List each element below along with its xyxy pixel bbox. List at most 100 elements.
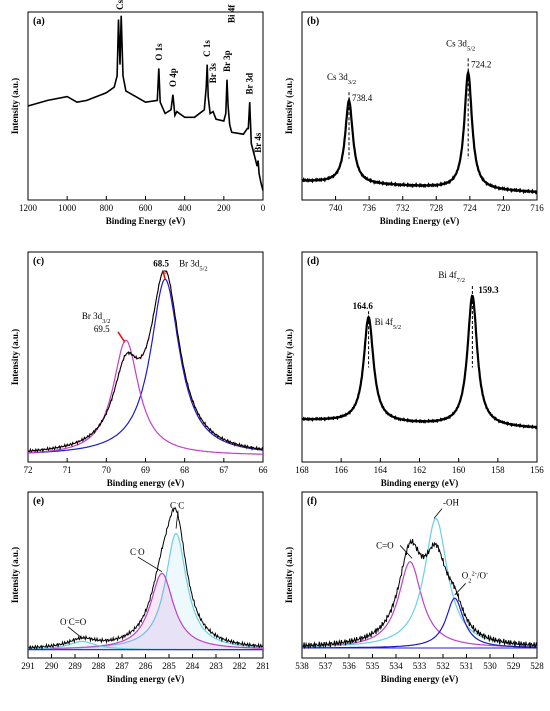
x-tick-label: 72 [24, 465, 33, 475]
chart-panel-5: 291 290 289 288 287 286 285 284 283 282 281 Binding… [10, 491, 270, 684]
y-axis-label: Intensity (a.u.) [284, 329, 294, 385]
chart-panel-2: 740 736 732 728 724 720 716 Binding Energy (eV)… [284, 11, 544, 226]
raw-spectrum-line [27, 507, 264, 651]
peak-label-co: C=O [376, 540, 394, 550]
peak-value: 69.5 [94, 324, 110, 334]
fit-curve-co [28, 572, 263, 650]
x-tick-label: 288 [92, 661, 106, 671]
y-axis-label: Intensity (a.u.) [284, 78, 294, 134]
fit-curve-co [302, 561, 537, 648]
peak-label: Br 3d3/2 [82, 311, 111, 325]
x-tick-label: 536 [342, 661, 356, 671]
plot-frame [301, 11, 538, 201]
peak-value: 724.2 [471, 59, 491, 69]
peak-label: Cs 3d3/2 [327, 72, 356, 86]
x-tick-label: 67 [219, 465, 229, 475]
annotation-arrow [433, 508, 443, 519]
x-tick-label: 535 [366, 661, 380, 671]
peak-label: Br 3d5/2 [179, 259, 208, 273]
fit-curve-oh [302, 517, 538, 648]
x-tick-label: 156 [530, 465, 544, 475]
spectrum-line [301, 68, 538, 195]
panel-label: (b) [307, 16, 319, 27]
peak-label: Bi 4f5/2 [375, 317, 402, 331]
peak-label-oh: -OH [443, 497, 459, 507]
x-tick-label: 287 [115, 661, 129, 671]
peak-label-o2: O22-/O- [462, 570, 488, 584]
peak-annotation: Br 4s [253, 132, 263, 153]
peak-value: 164.6 [353, 301, 374, 311]
x-tick-label: 0 [261, 203, 266, 213]
x-tick-label: 282 [233, 661, 247, 671]
x-tick-label: 286 [139, 661, 153, 671]
x-tick-label: 532 [436, 661, 450, 671]
y-axis-label: Intensity (a.u.) [284, 547, 294, 603]
x-tick-label: 1000 [58, 203, 77, 213]
x-tick-label: 528 [530, 661, 544, 671]
x-tick-label: 283 [209, 661, 223, 671]
annotation-arrow [67, 626, 83, 639]
peak-label: Cs 3d5/2 [446, 38, 475, 52]
y-axis-label: Intensity (a.u.) [10, 329, 20, 385]
x-tick-label: 736 [362, 203, 376, 213]
fit-curve-3d52 [28, 278, 264, 454]
x-tick-label: 158 [491, 465, 505, 475]
x-tick-label: 732 [396, 203, 410, 213]
plot-frame [301, 251, 538, 463]
peak-annotation: O 4p [168, 68, 178, 87]
x-tick-label: 291 [21, 661, 35, 671]
chart-panel-1: 1200 1000 800 600 400 200 0 Binding Energy (eV)… [10, 0, 266, 226]
x-tick-label: 728 [430, 203, 444, 213]
chart-panel-6: 538 537 536 535 534 533 532 531 530 529 528 Binding… [284, 491, 544, 684]
panel-label: (f) [307, 496, 317, 507]
x-tick-label: 68 [180, 465, 190, 475]
x-tick-label: 164 [374, 465, 388, 475]
x-tick-label: 281 [256, 661, 270, 671]
fit-curve-3d32 [28, 339, 263, 455]
peak-label-oco: O·C=O [60, 616, 87, 627]
x-tick-label: 162 [413, 465, 427, 475]
raw-spectrum-line [27, 270, 264, 453]
x-tick-label: 66 [259, 465, 269, 475]
x-tick-label: 600 [139, 203, 153, 213]
peak-annotation: C 1s [202, 40, 212, 57]
x-tick-label: 534 [389, 661, 403, 671]
x-tick-label: 285 [162, 661, 176, 671]
peak-arrow [117, 331, 126, 343]
x-tick-label: 1200 [19, 203, 38, 213]
x-tick-label: 538 [295, 661, 309, 671]
x-tick-label: 71 [63, 465, 72, 475]
annotation-arrow [454, 583, 467, 596]
panel-label: (e) [33, 496, 44, 507]
chart-panel-3: 72 71 70 69 68 67 66 Binding energy (eV) Intensi… [10, 251, 269, 488]
x-axis-label: Binding energy (eV) [381, 674, 459, 684]
survey-spectrum-line [27, 15, 264, 191]
raw-spectrum-line [301, 538, 538, 650]
x-axis-label: Binding Energy (eV) [380, 216, 460, 226]
x-axis-label: Binding energy (eV) [107, 478, 185, 488]
x-tick-label: 289 [68, 661, 82, 671]
peak-annotation: Br 3s [208, 63, 218, 84]
peak-annotation: Bi 4f [227, 4, 237, 23]
x-tick-label: 724 [463, 203, 477, 213]
x-tick-label: 531 [460, 661, 474, 671]
peak-label: Bi 4f7/2 [438, 270, 465, 284]
x-tick-label: 740 [329, 203, 343, 213]
plot-frame [27, 251, 264, 463]
peak-annotation: O 1s [154, 43, 164, 61]
x-tick-label: 166 [334, 465, 348, 475]
peak-label-co: C·O [130, 547, 145, 558]
plot-frame [301, 491, 538, 659]
x-tick-label: 529 [507, 661, 521, 671]
y-axis-label: Intensity (a.u.) [10, 78, 20, 134]
peak-annotation: Cs 3d [115, 0, 125, 10]
x-tick-label: 69 [141, 465, 151, 475]
x-tick-label: 720 [497, 203, 511, 213]
x-tick-label: 160 [452, 465, 466, 475]
annotation-arrow [399, 545, 413, 559]
envelope-curve [28, 272, 264, 452]
x-tick-label: 533 [413, 661, 427, 671]
panel-label: (a) [33, 16, 45, 27]
y-axis-label: Intensity (a.u.) [10, 547, 20, 603]
